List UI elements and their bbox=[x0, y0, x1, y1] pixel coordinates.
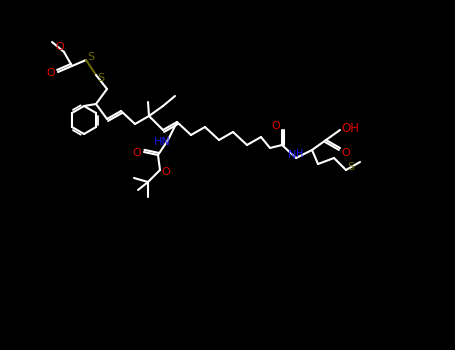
Text: O: O bbox=[272, 121, 280, 131]
Text: O: O bbox=[56, 42, 64, 52]
Text: O: O bbox=[132, 148, 142, 158]
Text: OH: OH bbox=[341, 121, 359, 134]
Text: O: O bbox=[162, 167, 170, 177]
Text: S: S bbox=[97, 73, 105, 83]
Text: S: S bbox=[87, 52, 95, 62]
Text: N: N bbox=[288, 150, 296, 160]
Text: S: S bbox=[348, 162, 354, 172]
Text: HN: HN bbox=[154, 137, 170, 147]
Text: H: H bbox=[296, 149, 303, 159]
Text: O: O bbox=[342, 148, 350, 158]
Text: O: O bbox=[46, 68, 56, 78]
